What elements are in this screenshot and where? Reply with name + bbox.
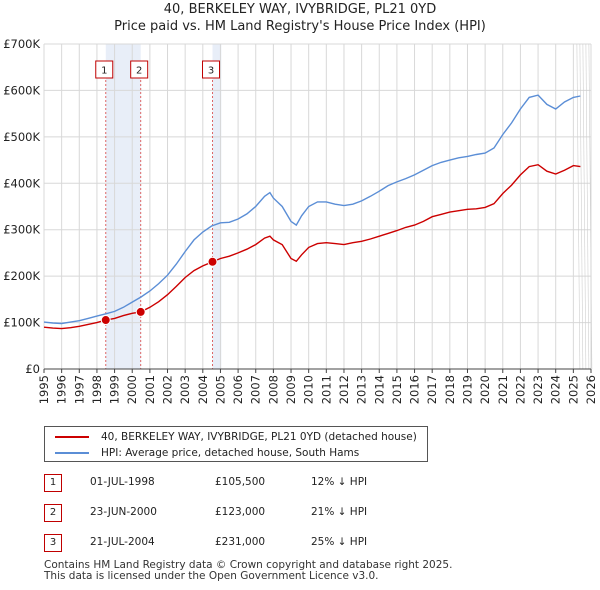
- y-tick-label: £400K: [3, 176, 40, 190]
- x-tick-label: 2018: [443, 375, 457, 404]
- price-chart: 40, BERKELEY WAY, IVYBRIDGE, PL21 0YD Pr…: [3, 2, 598, 404]
- x-tick-label: 2024: [549, 375, 563, 404]
- x-tick-label: 2019: [460, 375, 474, 404]
- chart-subtitle: Price paid vs. HM Land Registry's House …: [114, 19, 486, 34]
- x-tick-label: 2017: [425, 375, 439, 404]
- x-tick-label: 2013: [355, 375, 369, 404]
- forecast-hatch: [579, 43, 584, 370]
- y-tick-label: £500K: [3, 130, 40, 144]
- chart-title: 40, BERKELEY WAY, IVYBRIDGE, PL21 0YD: [164, 2, 436, 17]
- sale-date: 01-JUL-1998: [90, 476, 155, 488]
- sale-number-badge: 2: [44, 504, 62, 522]
- hpi-line-swatch: [55, 452, 89, 454]
- sale-period-shade: [105, 44, 141, 369]
- x-tick-label: 2023: [531, 375, 545, 404]
- x-tick-label: 2021: [496, 375, 510, 404]
- legend-item-property: 40, BERKELEY WAY, IVYBRIDGE, PL21 0YD (d…: [55, 429, 417, 445]
- forecast-hatch: [585, 43, 590, 370]
- sale-marker-label: 3: [208, 66, 214, 77]
- x-tick-label: 2025: [566, 375, 580, 404]
- legend: 40, BERKELEY WAY, IVYBRIDGE, PL21 0YD (d…: [44, 426, 428, 462]
- x-tick-label: 2007: [249, 375, 263, 404]
- footer-line-2: This data is licensed under the Open Gov…: [44, 570, 379, 582]
- x-tick-label: 2006: [231, 375, 245, 404]
- footer-attribution: Contains HM Land Registry data © Crown c…: [44, 560, 564, 582]
- sale-row: 3 21-JUL-2004 £231,000 25% ↓ HPI: [44, 534, 444, 554]
- x-tick-label: 1997: [72, 375, 86, 404]
- x-tick-label: 2000: [125, 375, 139, 404]
- y-tick-label: £100K: [3, 316, 40, 330]
- legend-label-hpi: HPI: Average price, detached house, Sout…: [101, 447, 360, 459]
- sale-price: £231,000: [215, 536, 266, 548]
- y-tick-label: £200K: [3, 269, 40, 283]
- x-tick-label: 2002: [161, 375, 175, 404]
- x-tick-label: 2004: [196, 375, 210, 404]
- legend-label-property: 40, BERKELEY WAY, IVYBRIDGE, PL21 0YD (d…: [101, 431, 417, 443]
- sale-number-badge: 3: [44, 534, 62, 552]
- x-tick-label: 2015: [390, 375, 404, 404]
- sale-date: 21-JUL-2004: [90, 536, 155, 548]
- x-tick-label: 2008: [266, 375, 280, 404]
- y-tick-label: £0: [25, 362, 40, 376]
- sale-price: £105,500: [215, 476, 266, 488]
- sale-hpi-diff: 12% ↓ HPI: [311, 476, 368, 488]
- sale-point: [207, 256, 218, 267]
- y-tick-label: £300K: [3, 223, 40, 237]
- x-tick-label: 1998: [90, 375, 104, 404]
- series-line: [43, 94, 581, 325]
- x-tick-label: 2012: [337, 375, 351, 404]
- sale-marker-badge: [130, 60, 149, 79]
- sale-hpi-diff: 21% ↓ HPI: [311, 506, 368, 518]
- x-tick-label: 2010: [302, 375, 316, 404]
- sale-row: 2 23-JUN-2000 £123,000 21% ↓ HPI: [44, 504, 444, 524]
- sale-marker-label: 1: [101, 66, 107, 77]
- footer-line-1: Contains HM Land Registry data © Crown c…: [44, 559, 453, 571]
- y-tick-label: £700K: [3, 37, 40, 51]
- sale-date: 23-JUN-2000: [90, 506, 157, 518]
- sale-row: 1 01-JUL-1998 £105,500 12% ↓ HPI: [44, 474, 444, 494]
- y-tick-label: £600K: [3, 83, 40, 97]
- sale-point: [135, 306, 146, 317]
- forecast-hatch: [588, 43, 593, 370]
- sale-marker-badge: [202, 60, 221, 79]
- x-tick-label: 2005: [213, 375, 227, 404]
- legend-item-hpi: HPI: Average price, detached house, Sout…: [55, 445, 359, 461]
- forecast-hatch: [582, 43, 587, 370]
- x-tick-label: 2003: [178, 375, 192, 404]
- x-tick-label: 2026: [584, 375, 598, 404]
- x-tick-label: 1996: [55, 375, 69, 404]
- x-tick-label: 2001: [143, 375, 157, 404]
- x-tick-label: 2020: [478, 375, 492, 404]
- sale-marker-label: 2: [136, 66, 142, 77]
- sale-marker-badge: [95, 60, 114, 79]
- x-tick-label: 2016: [408, 375, 422, 404]
- x-tick-label: 2009: [284, 375, 298, 404]
- x-tick-label: 2022: [513, 375, 527, 404]
- x-tick-label: 1995: [37, 375, 51, 404]
- forecast-hatch: [576, 43, 581, 370]
- sale-price: £123,000: [215, 506, 266, 518]
- x-tick-label: 2014: [372, 375, 386, 404]
- x-tick-label: 2011: [319, 375, 333, 404]
- sale-period-shade: [212, 44, 222, 369]
- sale-number-badge: 1: [44, 474, 62, 492]
- property-line-swatch: [55, 436, 89, 438]
- sale-point: [100, 315, 111, 326]
- sale-hpi-diff: 25% ↓ HPI: [311, 536, 368, 548]
- x-tick-label: 1999: [108, 375, 122, 404]
